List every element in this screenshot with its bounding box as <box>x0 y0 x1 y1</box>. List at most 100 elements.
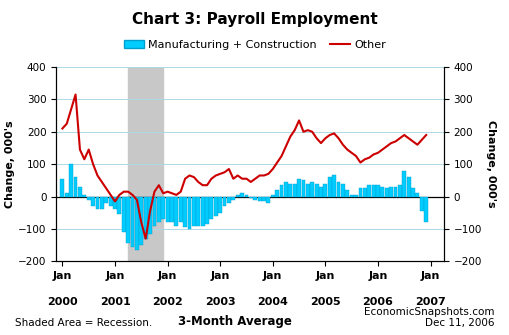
Bar <box>397 185 401 197</box>
Bar <box>187 197 191 229</box>
Y-axis label: Change, 000's: Change, 000's <box>485 120 495 208</box>
Bar <box>341 184 344 197</box>
Bar <box>135 197 138 250</box>
Bar <box>331 176 335 197</box>
Bar <box>100 197 103 209</box>
Bar <box>227 197 231 203</box>
Bar <box>161 197 165 219</box>
Bar <box>95 197 99 209</box>
Bar <box>288 184 292 197</box>
Bar <box>275 190 278 197</box>
Bar <box>257 197 261 201</box>
Bar <box>406 177 410 197</box>
Bar <box>327 177 331 197</box>
Bar <box>165 197 169 222</box>
Bar <box>384 188 388 197</box>
Bar <box>297 179 300 197</box>
Bar <box>402 171 405 197</box>
Bar <box>87 197 91 200</box>
Bar <box>82 195 86 197</box>
Bar <box>375 185 379 197</box>
Text: 2000: 2000 <box>47 297 77 308</box>
Bar <box>248 197 252 198</box>
Bar <box>362 188 366 197</box>
Legend: Manufacturing + Construction, Other: Manufacturing + Construction, Other <box>119 36 390 55</box>
Text: Chart 3: Payroll Employment: Chart 3: Payroll Employment <box>132 12 377 27</box>
Bar <box>323 184 327 197</box>
Bar <box>122 197 125 232</box>
Bar <box>366 185 371 197</box>
Bar <box>371 185 375 197</box>
Bar <box>309 182 314 197</box>
Bar <box>126 197 130 244</box>
Bar <box>353 195 357 197</box>
Bar <box>213 197 217 216</box>
Bar <box>284 182 287 197</box>
Bar <box>240 193 243 197</box>
Bar <box>191 197 195 226</box>
Text: 2005: 2005 <box>309 297 340 308</box>
Bar <box>196 197 200 226</box>
Bar <box>205 197 209 224</box>
Bar <box>78 187 82 197</box>
Bar <box>305 184 309 197</box>
Bar <box>73 177 77 197</box>
Bar <box>349 195 353 197</box>
Bar <box>169 197 174 222</box>
Y-axis label: Change, 000's: Change, 000's <box>5 120 15 208</box>
Bar <box>253 197 257 200</box>
Bar <box>65 193 69 197</box>
Bar <box>345 190 349 197</box>
Bar <box>244 195 248 197</box>
Bar <box>157 197 160 222</box>
Bar <box>179 197 182 222</box>
Bar <box>279 185 283 197</box>
Bar <box>104 197 108 203</box>
Bar <box>415 193 418 197</box>
Bar <box>69 164 73 197</box>
Bar <box>113 197 117 209</box>
Bar <box>358 188 362 197</box>
Text: 2006: 2006 <box>362 297 392 308</box>
Bar <box>61 179 64 197</box>
Bar <box>183 197 187 227</box>
Bar <box>91 197 95 206</box>
Bar <box>209 197 213 219</box>
Bar <box>292 184 296 197</box>
Bar <box>336 182 340 197</box>
Bar <box>108 197 112 206</box>
Bar <box>152 197 156 226</box>
Bar <box>410 188 414 197</box>
Bar <box>201 197 204 226</box>
Bar <box>262 197 265 201</box>
Bar <box>314 184 318 197</box>
Text: 2002: 2002 <box>152 297 183 308</box>
Bar <box>128 67 163 261</box>
Text: 3-Month Average: 3-Month Average <box>177 315 291 328</box>
Bar <box>144 197 147 239</box>
Text: Shaded Area = Recession.: Shaded Area = Recession. <box>15 318 152 328</box>
Bar <box>270 195 274 197</box>
Bar <box>319 187 322 197</box>
Text: 2007: 2007 <box>414 297 445 308</box>
Bar <box>148 197 152 234</box>
Bar <box>117 197 121 214</box>
Bar <box>388 187 392 197</box>
Bar <box>301 180 305 197</box>
Bar <box>222 197 226 206</box>
Bar <box>423 197 427 222</box>
Bar <box>235 195 239 197</box>
Bar <box>231 197 235 200</box>
Text: 2004: 2004 <box>257 297 288 308</box>
Bar <box>266 197 270 203</box>
Bar <box>174 197 178 226</box>
Bar <box>393 187 397 197</box>
Bar <box>130 197 134 247</box>
Bar <box>419 197 423 211</box>
Text: EconomicSnapshots.com
Dec 11, 2006: EconomicSnapshots.com Dec 11, 2006 <box>363 307 494 328</box>
Bar <box>380 187 383 197</box>
Text: 2001: 2001 <box>99 297 130 308</box>
Text: 2003: 2003 <box>205 297 235 308</box>
Bar <box>139 197 143 245</box>
Bar <box>218 197 222 213</box>
